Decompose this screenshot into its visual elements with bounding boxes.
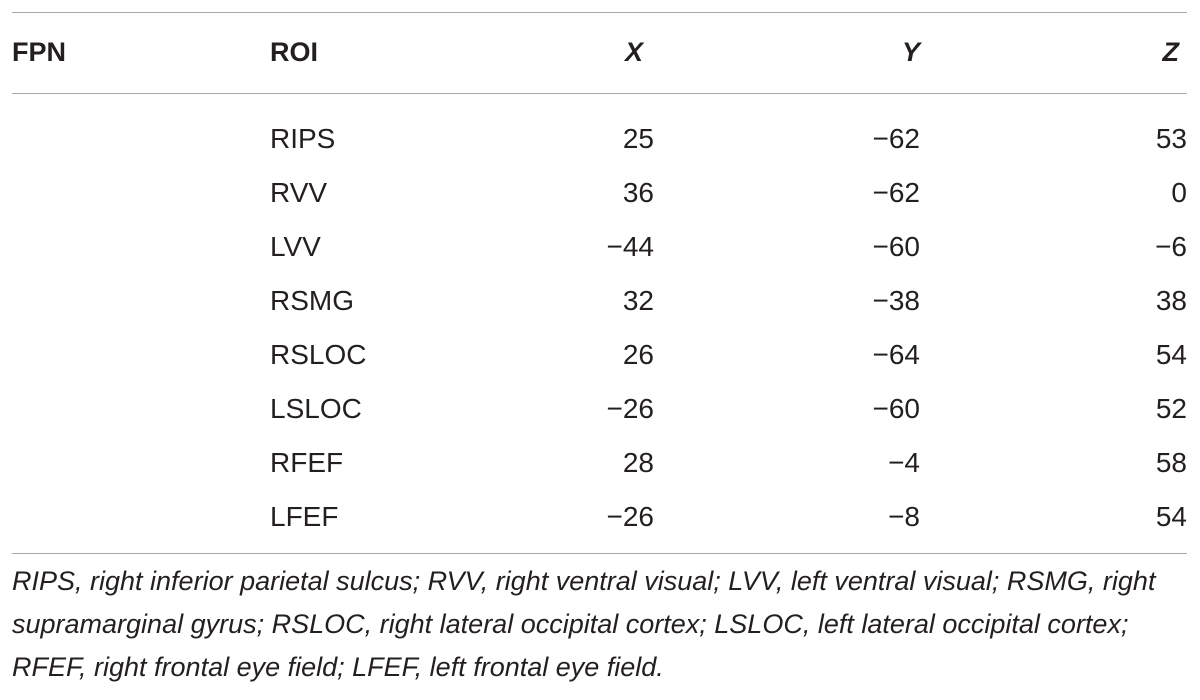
table-row: LFEF −26 −8 54 xyxy=(12,490,1187,544)
header-y: Y xyxy=(901,37,920,67)
cell-fpn xyxy=(12,328,270,382)
header-roi: ROI xyxy=(270,37,319,67)
cell-fpn xyxy=(12,436,270,490)
top-rule xyxy=(12,12,1187,13)
table-row: RIPS 25 −62 53 xyxy=(12,92,1187,166)
cell-fpn xyxy=(12,92,270,166)
cell-x: 32 xyxy=(622,285,654,316)
cell-y: −64 xyxy=(872,339,921,370)
cell-z: 53 xyxy=(1155,123,1187,154)
table-row: LVV −44 −60 −6 xyxy=(12,220,1187,274)
table-body: RIPS 25 −62 53 RVV 36 −62 0 LVV −44 −60 −6 RSMG 32 −38… xyxy=(12,92,1187,544)
cell-fpn xyxy=(12,220,270,274)
table-row: RFEF 28 −4 58 xyxy=(12,436,1187,490)
cell-y: −60 xyxy=(872,393,921,424)
cell-y: −60 xyxy=(872,231,921,262)
cell-fpn xyxy=(12,166,270,220)
cell-z: 0 xyxy=(1171,177,1187,208)
table-footnote: RIPS, right inferior parietal sulcus; RV… xyxy=(12,566,1156,682)
bottom-rule xyxy=(12,553,1187,554)
header-z: Z xyxy=(1162,37,1180,67)
cell-x: 28 xyxy=(622,447,654,478)
cell-roi: RSMG xyxy=(270,285,354,316)
cell-z: 38 xyxy=(1155,285,1187,316)
cell-x: −26 xyxy=(606,393,655,424)
cell-roi: RIPS xyxy=(270,123,336,154)
header-row: FPN ROI X Y Z xyxy=(12,13,1187,92)
cell-roi: RSLOC xyxy=(270,339,367,370)
cell-roi: LSLOC xyxy=(270,393,362,424)
cell-fpn xyxy=(12,490,270,544)
cell-z: 54 xyxy=(1155,339,1187,370)
cell-x: −44 xyxy=(606,231,655,262)
cell-fpn xyxy=(12,382,270,436)
cell-y: −38 xyxy=(872,285,921,316)
cell-y: −4 xyxy=(888,447,920,478)
table-row: RVV 36 −62 0 xyxy=(12,166,1187,220)
table-row: RSLOC 26 −64 54 xyxy=(12,328,1187,382)
table-header: FPN ROI X Y Z xyxy=(12,13,1187,92)
table-row: RSMG 32 −38 38 xyxy=(12,274,1187,328)
cell-z: 58 xyxy=(1155,447,1187,478)
cell-z: 52 xyxy=(1155,393,1187,424)
cell-x: 26 xyxy=(622,339,654,370)
header-fpn: FPN xyxy=(12,37,66,67)
cell-y: −62 xyxy=(872,177,921,208)
cell-y: −8 xyxy=(888,501,920,532)
cell-roi: LVV xyxy=(270,231,321,262)
roi-coordinates-table: FPN ROI X Y Z RIPS 25 −62 53 RVV 36 −62 0 LVV −44… xyxy=(12,13,1187,544)
header-x: X xyxy=(624,37,643,67)
cell-x: 36 xyxy=(622,177,654,208)
cell-z: −6 xyxy=(1155,231,1187,262)
cell-x: 25 xyxy=(622,123,654,154)
cell-roi: RFEF xyxy=(270,447,344,478)
cell-x: −26 xyxy=(606,501,655,532)
cell-y: −62 xyxy=(872,123,921,154)
cell-roi: LFEF xyxy=(270,501,339,532)
header-rule xyxy=(12,93,1187,94)
table-row: LSLOC −26 −60 52 xyxy=(12,382,1187,436)
cell-roi: RVV xyxy=(270,177,328,208)
cell-fpn xyxy=(12,274,270,328)
cell-z: 54 xyxy=(1155,501,1187,532)
